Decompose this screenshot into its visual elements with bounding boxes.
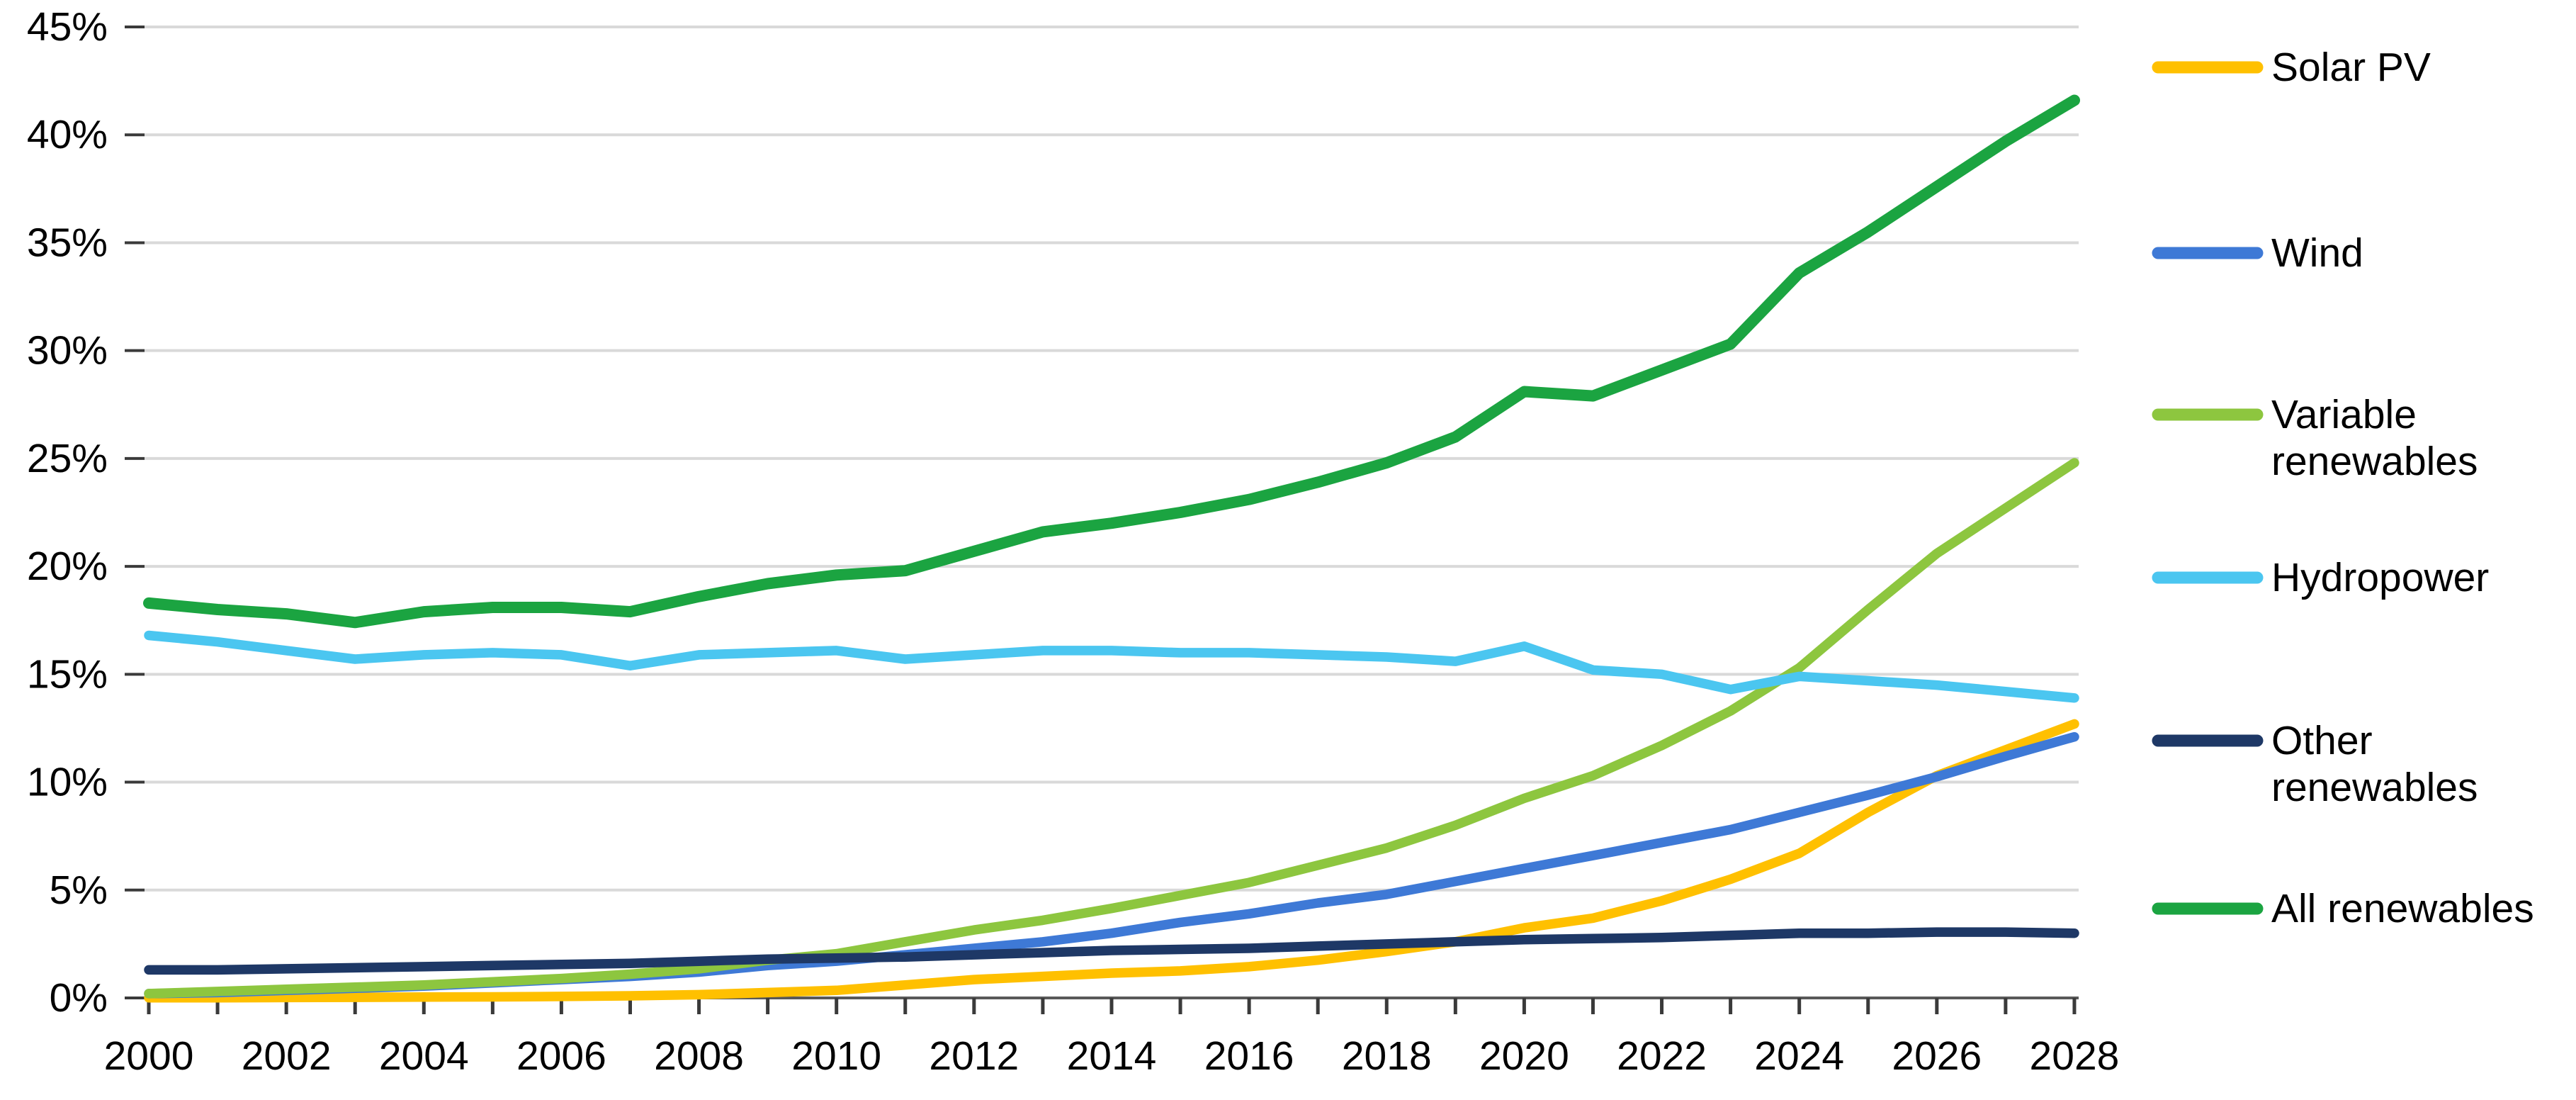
x-axis-label: 2014 <box>1067 1033 1157 1079</box>
y-axis-label: 15% <box>27 651 108 697</box>
legend-item-solar-pv: Solar PV <box>2152 45 2431 90</box>
series-lines <box>143 94 2080 1003</box>
y-axis-label: 45% <box>27 4 108 50</box>
x-axis-label: 2006 <box>516 1033 606 1079</box>
legend-label-variable-renewables: Variable renewables <box>2271 392 2478 484</box>
series-line-hydropower <box>144 630 2079 703</box>
legend-label-line: Variable <box>2271 392 2417 437</box>
series-line-all-renewables <box>143 94 2080 629</box>
x-axis-label: 2004 <box>379 1033 469 1079</box>
series-line-variable-renewables <box>144 458 2079 999</box>
legend-label-line: Other <box>2271 718 2373 763</box>
legend-label-line: Hydropower <box>2271 555 2489 600</box>
legend-label-other-renewables: Other renewables <box>2271 718 2478 810</box>
series-line-solar-pv <box>144 719 2079 1003</box>
x-axis-label: 2024 <box>1754 1033 1844 1079</box>
x-axis-label: 2026 <box>1892 1033 1982 1079</box>
legend-item-wind: Wind <box>2152 230 2363 276</box>
legend-label-wind: Wind <box>2271 230 2363 276</box>
y-axis-label: 25% <box>27 436 108 481</box>
series-line-other-renewables <box>144 927 2079 975</box>
y-axis-label: 0% <box>50 975 108 1021</box>
x-axis-label: 2010 <box>791 1033 881 1079</box>
legend-item-hydropower: Hydropower <box>2152 555 2489 600</box>
x-axis-label: 2028 <box>2030 1033 2120 1079</box>
legend-item-other-renewables: Other renewables <box>2152 718 2478 810</box>
y-axis-label: 10% <box>27 760 108 805</box>
legend-item-variable-renewables: Variable renewables <box>2152 392 2478 484</box>
x-axis-label: 2002 <box>242 1033 332 1079</box>
y-axis-label: 20% <box>27 544 108 589</box>
legend-item-all-renewables: All renewables <box>2152 886 2534 931</box>
gridlines <box>145 26 2079 892</box>
x-axis-label: 2000 <box>104 1033 194 1079</box>
x-axis-label: 2020 <box>1479 1033 1569 1079</box>
x-axis-label: 2016 <box>1204 1033 1294 1079</box>
legend-label-line: Wind <box>2271 230 2363 276</box>
legend-label-line: Solar PV <box>2271 45 2431 90</box>
y-axis-label: 35% <box>27 220 108 265</box>
y-axis: 0% 5% 10% 15% 20% 25% 30% 35% 40% 45% <box>27 4 145 1021</box>
y-axis-label: 40% <box>27 112 108 157</box>
legend-label-line: renewables <box>2271 439 2478 484</box>
x-axis-label: 2008 <box>654 1033 744 1079</box>
x-axis-label: 2012 <box>929 1033 1019 1079</box>
legend-label-all-renewables: All renewables <box>2271 886 2534 931</box>
y-axis-label: 30% <box>27 328 108 374</box>
x-axis: 2000 2002 2004 2006 2008 2010 2012 2014 2016 2018… <box>104 998 2120 1079</box>
legend-label-line: renewables <box>2271 765 2478 810</box>
x-axis-label: 2018 <box>1342 1033 1432 1079</box>
legend-label-line: All renewables <box>2271 886 2534 931</box>
legend-label-hydropower: Hydropower <box>2271 555 2489 600</box>
x-axis-label: 2022 <box>1617 1033 1707 1079</box>
y-axis-label: 5% <box>50 868 108 913</box>
legend-label-solar-pv: Solar PV <box>2271 45 2431 90</box>
